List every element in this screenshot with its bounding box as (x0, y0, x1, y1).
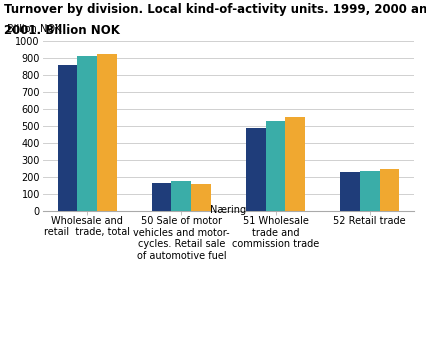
Bar (339, 172, 359, 211)
Bar (359, 171, 379, 211)
Bar (191, 184, 210, 211)
Text: 50 Sale of motor
vehicles and motor-
cycles. Retail sale
of automotive fuel: 50 Sale of motor vehicles and motor- cyc… (133, 216, 229, 261)
Text: Turnover by division. Local kind-of-activity units. 1999, 2000 and: Turnover by division. Local kind-of-acti… (4, 3, 426, 16)
Text: Næring: Næring (210, 205, 246, 215)
Bar (171, 182, 191, 211)
Bar (151, 183, 171, 211)
Text: 51 Wholesale
trade and
commission trade: 51 Wholesale trade and commission trade (231, 216, 318, 249)
Bar (58, 65, 77, 211)
Bar (379, 169, 398, 211)
Bar (97, 54, 117, 211)
Bar (285, 117, 305, 211)
Bar (265, 121, 285, 211)
Bar (245, 128, 265, 211)
Text: Wholesale and
retail  trade, total: Wholesale and retail trade, total (44, 216, 130, 238)
Bar (77, 56, 97, 211)
Text: 52 Retail trade: 52 Retail trade (333, 216, 405, 226)
Text: Billion NOK: Billion NOK (7, 24, 62, 34)
Text: 2001. Billion NOK: 2001. Billion NOK (4, 24, 120, 37)
